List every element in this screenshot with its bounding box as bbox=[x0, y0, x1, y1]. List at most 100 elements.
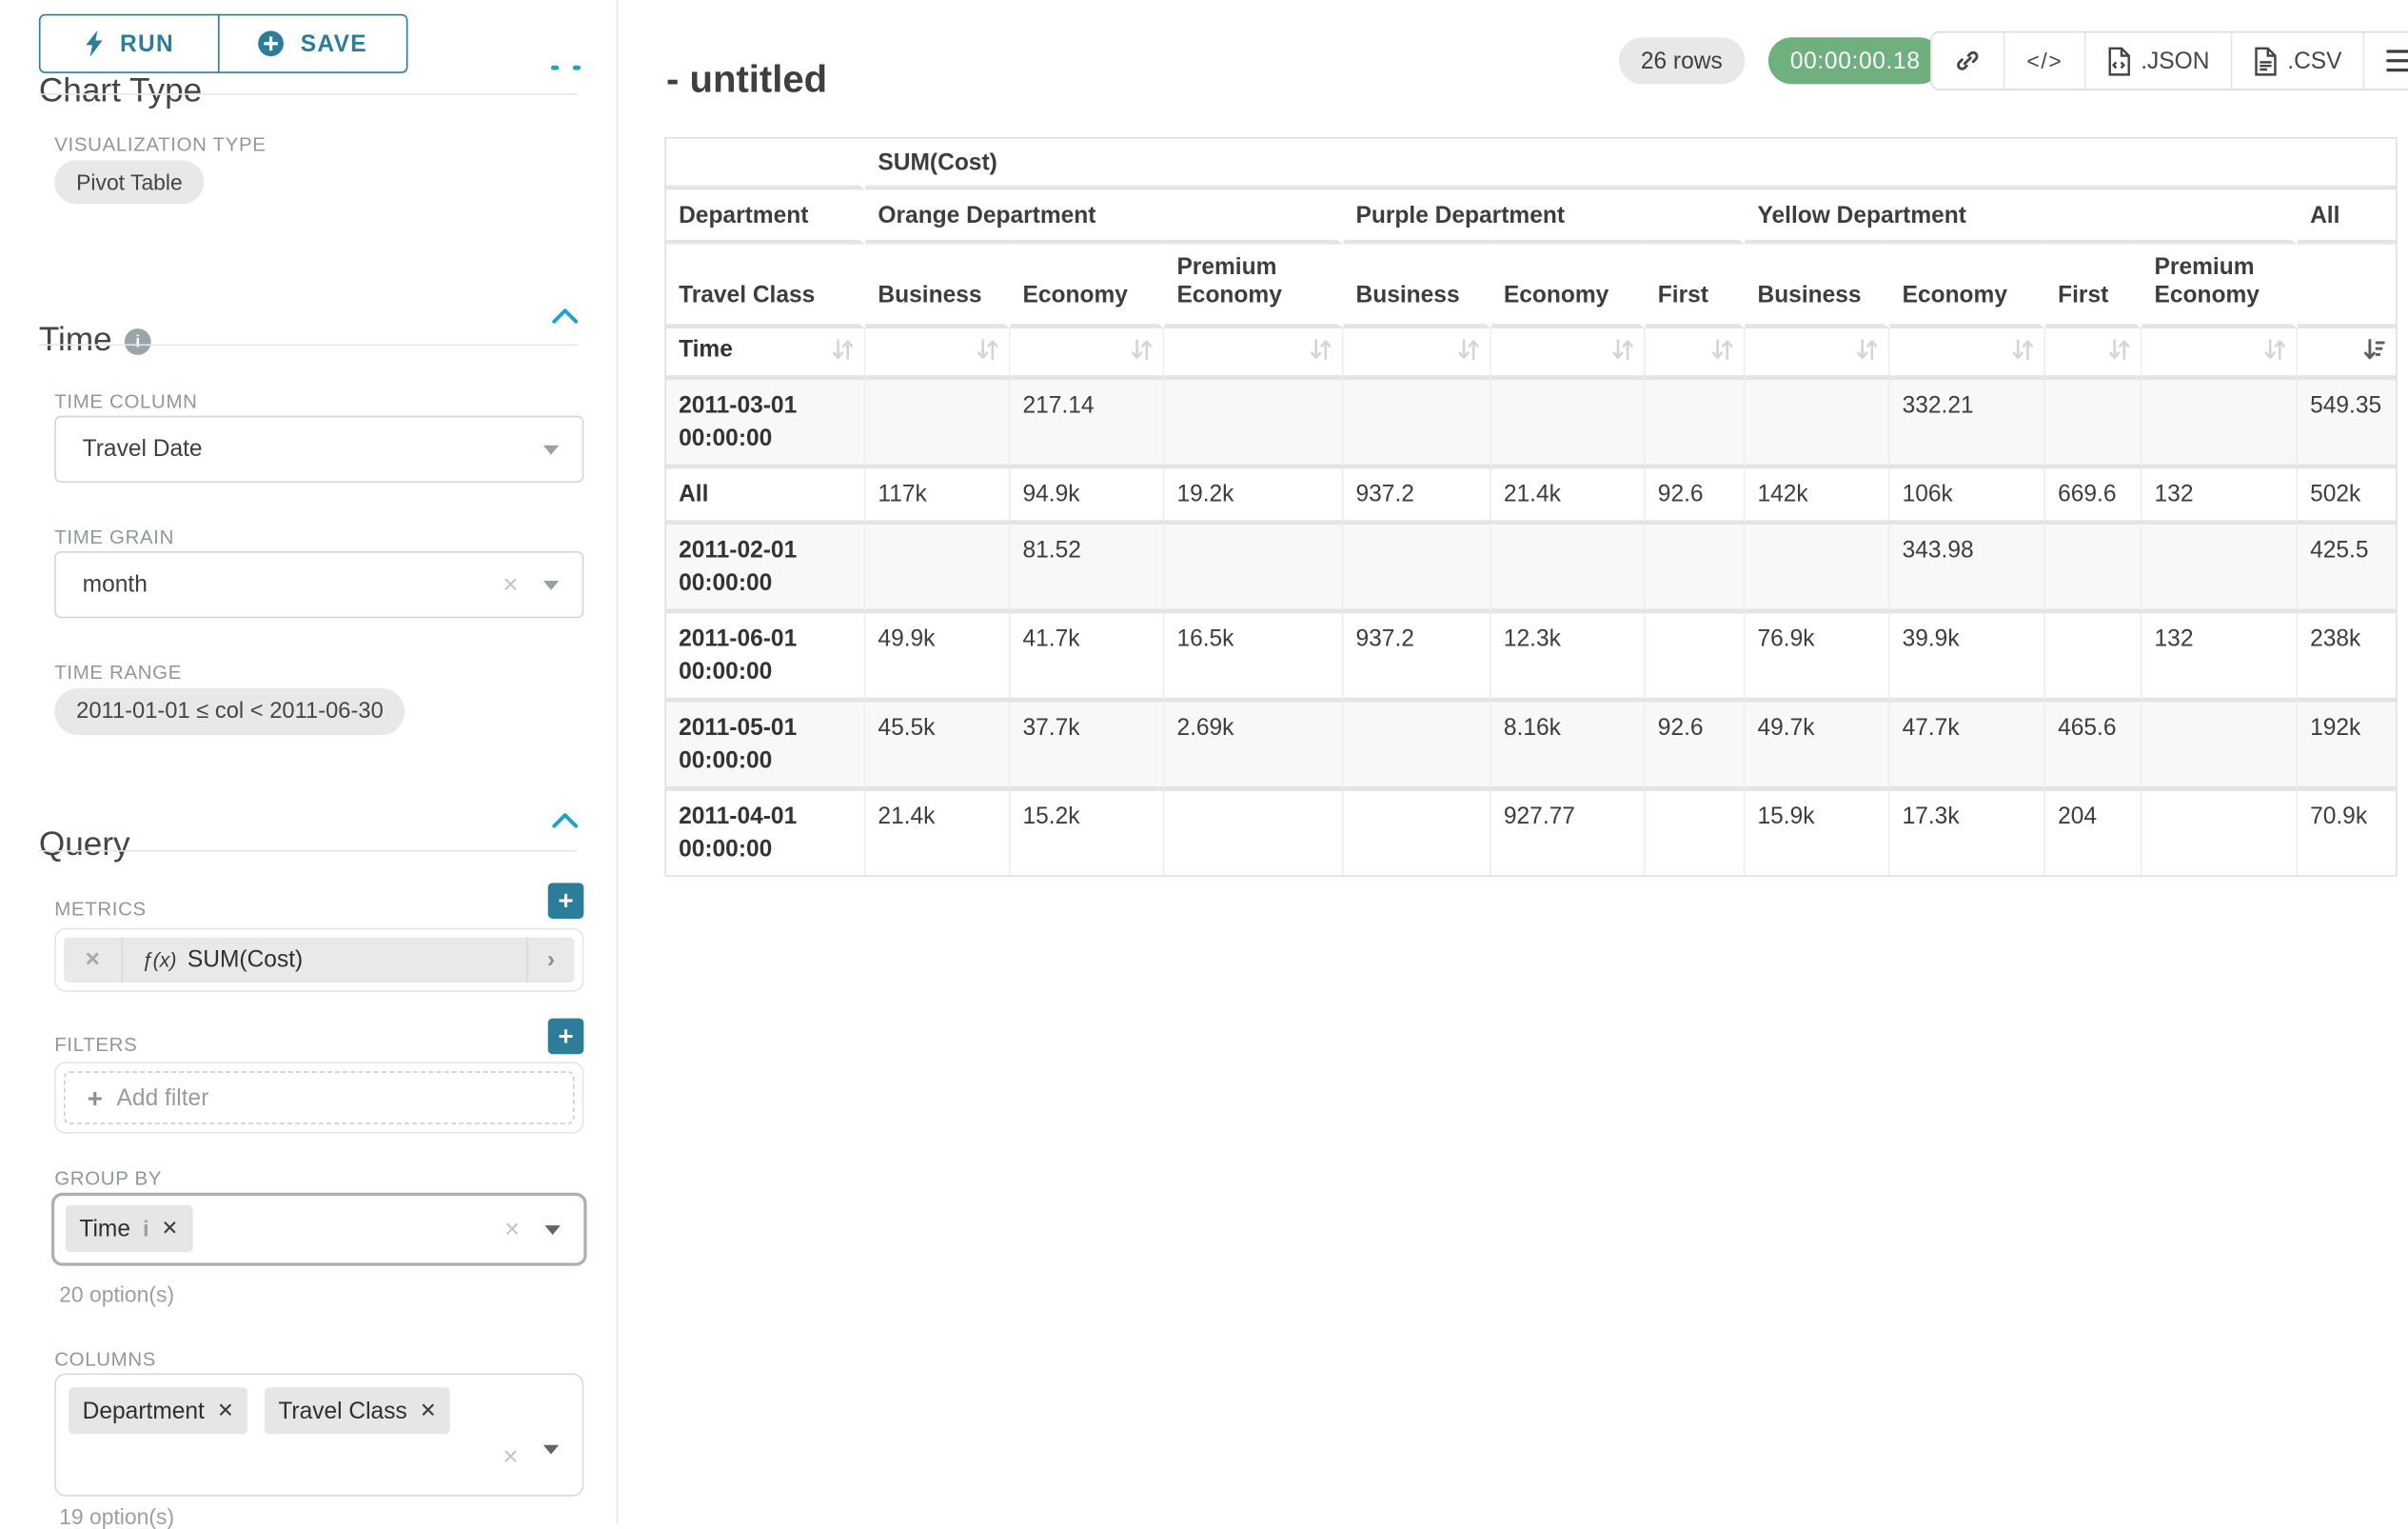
pivot-group-header: Purple Department bbox=[1343, 190, 1745, 245]
metric-expand-chevron-icon[interactable]: › bbox=[526, 938, 575, 983]
pivot-subheader: Premium Economy bbox=[2142, 245, 2298, 328]
clear-icon[interactable]: × bbox=[503, 570, 518, 597]
group-by-select[interactable]: Time i ✕ × bbox=[51, 1193, 587, 1266]
sort-icon[interactable] bbox=[976, 338, 999, 367]
remove-tag-icon[interactable]: ✕ bbox=[217, 1399, 234, 1423]
metrics-container: × ƒ(x)SUM(Cost) › bbox=[54, 928, 583, 992]
clear-icon[interactable]: × bbox=[503, 1443, 518, 1470]
sort-icon[interactable] bbox=[2011, 338, 2035, 367]
save-button[interactable]: SAVE bbox=[217, 14, 407, 73]
columns-select[interactable]: Department ✕ Travel Class ✕ × bbox=[54, 1374, 583, 1497]
add-filter-button[interactable]: + Add filter bbox=[64, 1071, 574, 1124]
columns-tag[interactable]: Department ✕ bbox=[69, 1387, 248, 1434]
sort-icon[interactable] bbox=[2107, 338, 2131, 367]
viz-type-value-pill[interactable]: Pivot Table bbox=[54, 160, 204, 204]
sort-icon[interactable] bbox=[1856, 338, 1880, 367]
pivot-value-cell bbox=[2142, 525, 2298, 613]
pivot-table-grid: SUM(Cost)DepartmentOrange DepartmentPurp… bbox=[666, 139, 2396, 876]
menu-button[interactable] bbox=[2363, 32, 2408, 89]
remove-metric-icon[interactable]: × bbox=[64, 938, 123, 983]
chevron-up-icon bbox=[573, 66, 581, 70]
control-panel-sidebar: Chart Type RUN SAVE VISUALIZATION TYPE P… bbox=[0, 0, 618, 1524]
pivot-subheader: Economy bbox=[1491, 245, 1646, 328]
time-range-value-pill[interactable]: 2011-01-01 ≤ col < 2011-06-30 bbox=[54, 688, 405, 735]
pivot-sort-cell bbox=[1889, 328, 2045, 380]
remove-tag-icon[interactable]: ✕ bbox=[162, 1216, 179, 1241]
run-button[interactable]: RUN bbox=[39, 14, 220, 73]
pivot-value-cell: 37.7k bbox=[1010, 703, 1164, 791]
pivot-row-dim-label: Department bbox=[666, 190, 865, 245]
share-link-button[interactable] bbox=[1932, 32, 2003, 89]
pivot-value-cell: 343.98 bbox=[1889, 525, 2045, 613]
sort-icon[interactable] bbox=[1457, 338, 1481, 367]
collapse-chevron-up-icon[interactable] bbox=[548, 809, 582, 831]
pivot-value-cell: 8.16k bbox=[1491, 703, 1646, 791]
pivot-value-cell: 217.14 bbox=[1010, 380, 1164, 468]
sort-icon[interactable] bbox=[1710, 338, 1734, 367]
pivot-value-cell bbox=[1491, 380, 1646, 468]
pivot-value-cell bbox=[1646, 525, 1746, 613]
info-icon[interactable]: i bbox=[125, 329, 151, 356]
pivot-value-cell bbox=[1343, 703, 1490, 791]
pivot-corner-cell bbox=[666, 139, 865, 190]
pivot-sort-cell bbox=[1343, 328, 1490, 380]
caret-down-icon[interactable] bbox=[543, 1445, 559, 1455]
clear-icon[interactable]: × bbox=[504, 1215, 520, 1241]
pivot-value-cell: 204 bbox=[2045, 791, 2142, 875]
pivot-value-cell bbox=[865, 525, 1010, 613]
caret-down-icon[interactable] bbox=[544, 1224, 560, 1234]
add-metric-button[interactable]: + bbox=[548, 883, 584, 919]
sort-desc-icon[interactable] bbox=[2363, 338, 2387, 367]
pivot-value-cell: 238k bbox=[2298, 613, 2396, 702]
time-column-label: TIME COLUMN bbox=[54, 391, 197, 413]
pivot-value-cell bbox=[1164, 525, 1343, 613]
sort-icon[interactable] bbox=[2263, 338, 2287, 367]
pivot-value-cell bbox=[1343, 380, 1490, 468]
pivot-value-cell: 937.2 bbox=[1343, 613, 1490, 702]
run-save-button-group: RUN SAVE bbox=[39, 14, 407, 73]
group-by-tag[interactable]: Time i ✕ bbox=[66, 1205, 192, 1252]
metric-name: SUM(Cost) bbox=[188, 946, 303, 973]
caret-down-icon bbox=[543, 580, 559, 589]
pivot-value-cell: 41.7k bbox=[1010, 613, 1164, 702]
sort-icon[interactable] bbox=[1309, 338, 1332, 367]
save-button-label: SAVE bbox=[301, 30, 367, 57]
pivot-value-cell: 192k bbox=[2298, 703, 2396, 791]
time-column-value: Travel Date bbox=[83, 436, 203, 463]
sort-icon[interactable] bbox=[1130, 338, 1154, 367]
pivot-subheader: Business bbox=[1745, 245, 1889, 328]
columns-label: COLUMNS bbox=[54, 1348, 156, 1370]
export-json-button[interactable]: .JSON bbox=[2084, 32, 2231, 89]
time-grain-select[interactable]: month × bbox=[54, 551, 583, 618]
pivot-subheader: Economy bbox=[1889, 245, 2045, 328]
plus-icon: + bbox=[88, 1084, 103, 1111]
pivot-value-cell bbox=[2045, 380, 2142, 468]
group-by-options-hint: 20 option(s) bbox=[59, 1281, 174, 1306]
remove-tag-icon[interactable]: ✕ bbox=[420, 1399, 437, 1423]
sort-icon[interactable] bbox=[1611, 338, 1635, 367]
metric-pill[interactable]: × ƒ(x)SUM(Cost) › bbox=[64, 938, 574, 983]
pivot-value-cell bbox=[1164, 791, 1343, 875]
pivot-subheader: Business bbox=[865, 245, 1010, 328]
info-icon[interactable]: i bbox=[143, 1216, 148, 1241]
pivot-data-row: 2011-02-01 00:00:0081.52343.98425.5 bbox=[666, 525, 2396, 613]
columns-tag[interactable]: Travel Class ✕ bbox=[265, 1387, 451, 1434]
pivot-subheader: First bbox=[1646, 245, 1746, 328]
pivot-data-row: All117k94.9k19.2k937.221.4k92.6142k106k6… bbox=[666, 468, 2396, 525]
view-query-button[interactable]: </> bbox=[2003, 32, 2084, 89]
pivot-sort-cell bbox=[1010, 328, 1164, 380]
add-filter-plus-button[interactable]: + bbox=[548, 1019, 584, 1055]
pivot-value-cell bbox=[1646, 791, 1746, 875]
chevron-up-icon bbox=[551, 66, 559, 70]
pivot-value-cell bbox=[1164, 380, 1343, 468]
pivot-sort-cell bbox=[2045, 328, 2142, 380]
pivot-subheader bbox=[2298, 245, 2396, 328]
collapse-chevron-up-icon[interactable] bbox=[548, 306, 582, 328]
sort-icon[interactable] bbox=[831, 338, 855, 367]
time-column-select[interactable]: Travel Date bbox=[54, 416, 583, 483]
group-by-label: GROUP BY bbox=[54, 1168, 162, 1190]
run-button-label: RUN bbox=[120, 30, 174, 57]
pivot-value-cell: 92.6 bbox=[1646, 468, 1746, 525]
export-csv-button[interactable]: .CSV bbox=[2231, 32, 2363, 89]
pivot-value-cell: 117k bbox=[865, 468, 1010, 525]
